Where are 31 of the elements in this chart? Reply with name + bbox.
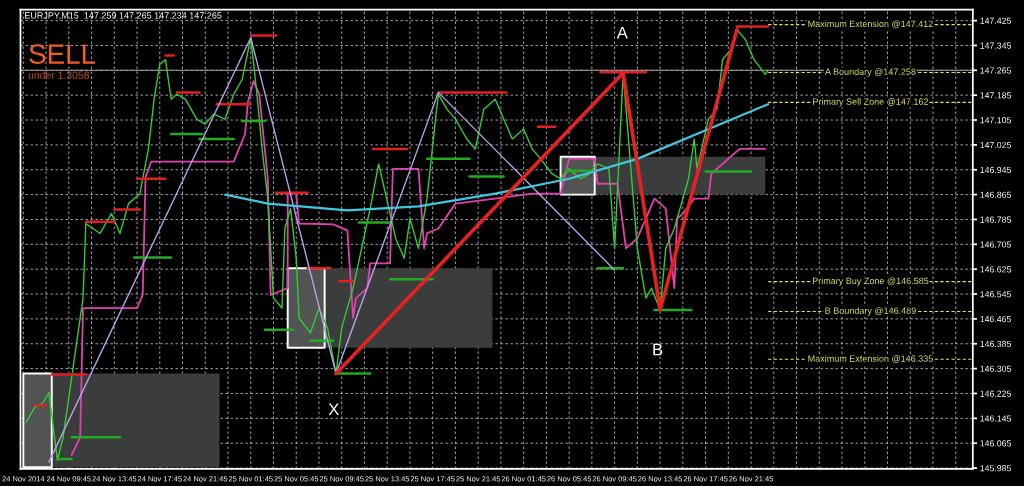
- ref-line-label: A Boundary @147.258: [824, 68, 916, 77]
- y-tick-label: 147.105: [980, 117, 1012, 124]
- y-tick-label: 146.705: [980, 241, 1012, 248]
- chart-title: EURJPY,M15 147.259 147.265 147.234 147.265: [25, 12, 222, 20]
- y-tick-label: 146.865: [980, 191, 1012, 198]
- annotation: B: [653, 343, 663, 356]
- y-tick-label: 147.265: [980, 67, 1012, 74]
- ref-line-label: Primary Buy Zone @146.585: [812, 277, 929, 286]
- y-tick-label: 146.625: [980, 266, 1012, 273]
- y-tick-label: 147.345: [980, 42, 1012, 49]
- ref-line-label: Maximum Extension @146.335: [808, 355, 933, 363]
- y-tick-label: 146.945: [980, 166, 1012, 174]
- y-tick-label: 146.065: [980, 440, 1012, 447]
- y-tick-label: 146.545: [980, 291, 1012, 298]
- ref-line-label: Primary Sell Zone @147.162: [813, 98, 929, 107]
- y-tick-label: 146.145: [980, 415, 1012, 422]
- y-tick-label: 146.385: [980, 340, 1012, 348]
- ref-line-label: Maximum Extension @147.412: [808, 20, 933, 29]
- y-tick-label: 146.785: [980, 216, 1012, 223]
- ref-line-label: B Boundary @146.489: [825, 307, 916, 316]
- annotation: X: [328, 403, 339, 416]
- annotation: under 1.3058: [28, 71, 90, 79]
- y-tick-label: 147.185: [980, 92, 1012, 99]
- y-tick-label: 146.305: [980, 365, 1012, 372]
- y-tick-label: 146.225: [980, 390, 1012, 397]
- annotation: SELL: [29, 44, 96, 64]
- y-tick-label: 147.025: [980, 141, 1012, 149]
- y-tick-label: 147.425: [980, 17, 1012, 24]
- annotation: A: [616, 26, 628, 39]
- y-tick-label: 146.465: [980, 315, 1012, 323]
- y-tick-label: 145.985: [980, 465, 1012, 472]
